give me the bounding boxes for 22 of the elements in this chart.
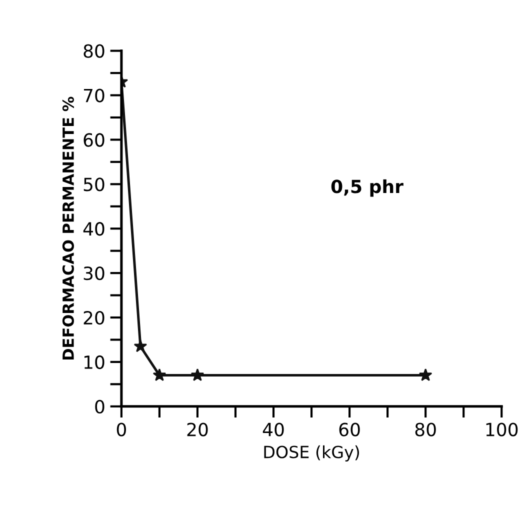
- point: [418, 368, 432, 382]
- y-tick-label: 70: [84, 88, 104, 102]
- y-tick-label: 80: [84, 44, 104, 58]
- y-tick-label: 50: [84, 178, 104, 192]
- x-axis-title: DOSE (kGy): [264, 445, 359, 462]
- point: [134, 339, 148, 352]
- point: [190, 368, 204, 382]
- point: [152, 368, 166, 382]
- x-tick-label: 20: [187, 422, 208, 436]
- y-tick-label: 30: [84, 266, 104, 280]
- y-tick-label: 60: [84, 133, 104, 147]
- y-tick-label: 40: [83, 222, 104, 236]
- annotation: 0,5 phr: [331, 179, 404, 197]
- x-tick-label: 40: [262, 422, 284, 436]
- y-tick-label: 20: [84, 310, 104, 325]
- y-axis-title: DEFORMACAO PERMANENTE %: [62, 96, 74, 360]
- x-tick-label: 0: [116, 422, 126, 436]
- y-tick-label: 10: [84, 355, 104, 370]
- x-tick-label: 100: [486, 422, 518, 436]
- y-tick-label: 0: [95, 400, 104, 414]
- x-tick-label: 80: [415, 422, 436, 436]
- x-tick-label: 60: [339, 422, 360, 436]
